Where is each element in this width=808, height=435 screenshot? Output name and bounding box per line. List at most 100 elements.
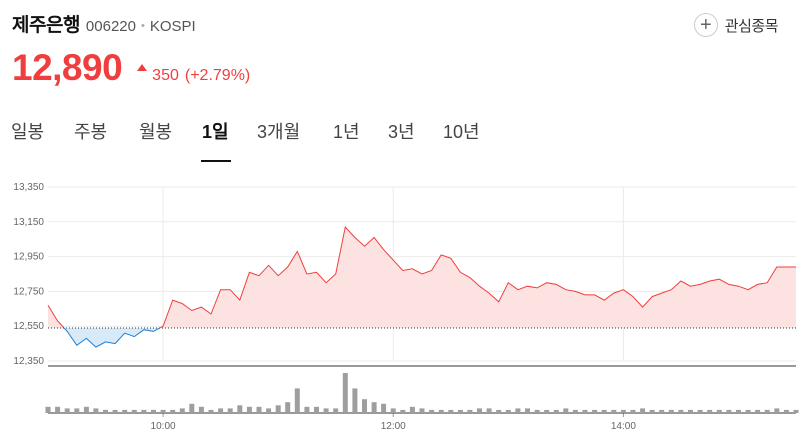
volume-bar (601, 409, 607, 413)
up-arrow-icon (137, 64, 148, 71)
current-price: 12,890 (12, 47, 123, 88)
volume-bar (103, 409, 108, 413)
price-area-up (159, 227, 796, 328)
volume-bar (764, 409, 770, 413)
price-line-down (63, 327, 161, 348)
volume-bar (294, 388, 300, 413)
volume-bar (736, 409, 741, 413)
volume-bar (122, 409, 128, 413)
volume-bar (371, 402, 377, 413)
intraday-chart[interactable]: 13,350 13,150 12,950 12,750 12,550 12,350 10:0… (0, 175, 808, 435)
volume-bar (189, 403, 195, 413)
price-change: 350 (152, 67, 179, 84)
volume-bar (688, 409, 693, 413)
active-tab-indicator (201, 160, 231, 162)
volume-bar (640, 408, 646, 413)
stock-code: 006220 (85, 18, 136, 35)
price-line-up (159, 225, 796, 329)
volume-bar (74, 408, 80, 413)
volume-bar (381, 403, 387, 413)
volume-bar (160, 409, 166, 413)
volume-bar (726, 409, 732, 413)
volume-bar (668, 409, 674, 413)
volume-bar (131, 409, 137, 413)
volume-bar (285, 402, 291, 413)
separator-dot: • (140, 20, 145, 32)
y-tick-label: 12,350 (13, 356, 44, 367)
tab-1year[interactable]: 1년 (333, 122, 360, 142)
volume-bar (390, 408, 396, 413)
y-tick-label: 13,150 (13, 217, 44, 228)
tab-3months[interactable]: 3개월 (257, 122, 301, 142)
tab-10years[interactable]: 10년 (443, 122, 480, 142)
volume-bar (582, 409, 588, 413)
volume-bar (170, 409, 176, 413)
volume-bar (438, 409, 444, 413)
volume-bar (141, 409, 147, 413)
volume-bar (630, 409, 636, 413)
volume-bar (45, 406, 51, 413)
volume-bar (266, 408, 272, 413)
volume-bar (592, 409, 598, 413)
volume-bar (620, 409, 626, 413)
volume-bar (429, 409, 435, 413)
volume-bar (151, 409, 156, 413)
volume-bar (314, 406, 319, 413)
tab-1day[interactable]: 1일 (202, 122, 229, 142)
volume-bar (112, 409, 118, 413)
volume-bar (563, 408, 569, 413)
y-tick-label: 12,550 (13, 321, 44, 332)
add-watchlist-button[interactable]: + 관심종목 (693, 13, 779, 37)
volume-bar (707, 409, 713, 413)
volume-bar (515, 408, 521, 413)
x-tick-label: 10:00 (151, 421, 176, 432)
volume-bar (544, 409, 550, 413)
volume-bar (649, 409, 655, 413)
volume-bar (419, 408, 425, 413)
stock-name: 제주은행 (12, 15, 80, 36)
volume-bar (505, 409, 511, 413)
volume-bar (352, 388, 358, 413)
volume-bar (659, 409, 665, 413)
volume-bar (227, 408, 233, 413)
volume-bar (477, 408, 482, 413)
y-tick-label: 13,350 (13, 182, 44, 193)
volume-bar (534, 409, 540, 413)
volume-bar (783, 409, 789, 413)
volume-bar (755, 409, 761, 413)
volume-bar (486, 408, 492, 413)
tab-weekly[interactable]: 주봉 (74, 122, 108, 142)
volume-bar (448, 409, 454, 413)
volume-bar (553, 409, 559, 413)
volume-bar (198, 406, 204, 413)
volume-bar (678, 409, 684, 413)
plus-icon: + (693, 13, 718, 37)
tab-daily[interactable]: 일봉 (11, 122, 45, 142)
volume-bar (64, 408, 70, 413)
volume-bar (246, 406, 252, 413)
tab-monthly[interactable]: 월봉 (139, 122, 173, 142)
volume-bar (323, 408, 329, 413)
watchlist-label: 관심종목 (724, 17, 779, 35)
volume-bar (208, 409, 214, 413)
price-area-down (64, 327, 160, 348)
volume-bar (179, 408, 185, 413)
volume-bar (457, 409, 463, 413)
price-row: 12,890 350 (+2.79%) (12, 47, 250, 89)
price-area-up (48, 305, 64, 328)
volume-bar (525, 408, 530, 413)
volume-bar (716, 409, 722, 413)
volume-bar (237, 405, 243, 413)
volume-bar (256, 406, 262, 413)
volume-bar (275, 405, 281, 413)
volume-bar (774, 408, 780, 413)
tab-3years[interactable]: 3년 (388, 122, 415, 142)
stock-market: KOSPI (149, 18, 196, 35)
y-tick-label: 12,750 (13, 286, 44, 297)
volume-bar (342, 373, 348, 413)
volume-bar (793, 409, 799, 413)
volume-bar (409, 406, 415, 413)
volume-bar (697, 409, 703, 413)
volume-bar (93, 408, 99, 413)
price-line-up (47, 305, 65, 329)
